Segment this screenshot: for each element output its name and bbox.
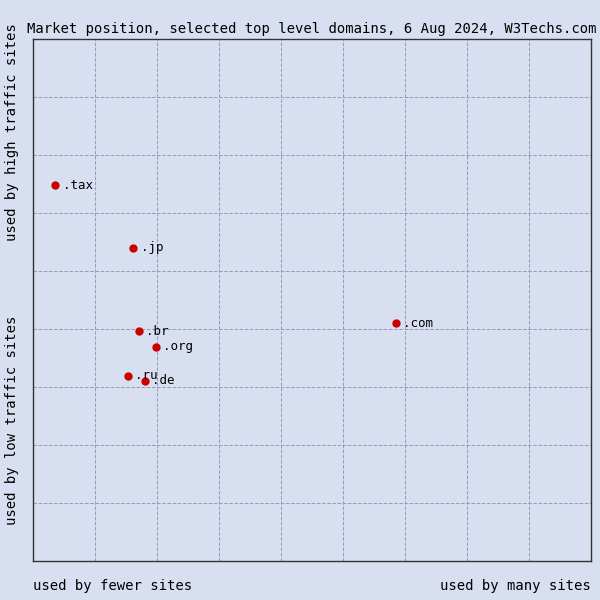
Text: .ru: .ru — [135, 369, 158, 382]
Text: used by fewer sites: used by fewer sites — [33, 579, 192, 593]
Text: .tax: .tax — [62, 179, 92, 191]
Text: .br: .br — [146, 325, 169, 338]
Text: used by low traffic sites: used by low traffic sites — [5, 316, 19, 524]
Text: .org: .org — [163, 340, 193, 353]
Text: .com: .com — [403, 317, 433, 330]
Text: .de: .de — [152, 374, 175, 388]
Title: Market position, selected top level domains, 6 Aug 2024, W3Techs.com: Market position, selected top level doma… — [27, 22, 597, 37]
Text: .jp: .jp — [140, 241, 163, 254]
Text: used by many sites: used by many sites — [440, 579, 591, 593]
Text: used by high traffic sites: used by high traffic sites — [5, 23, 19, 241]
